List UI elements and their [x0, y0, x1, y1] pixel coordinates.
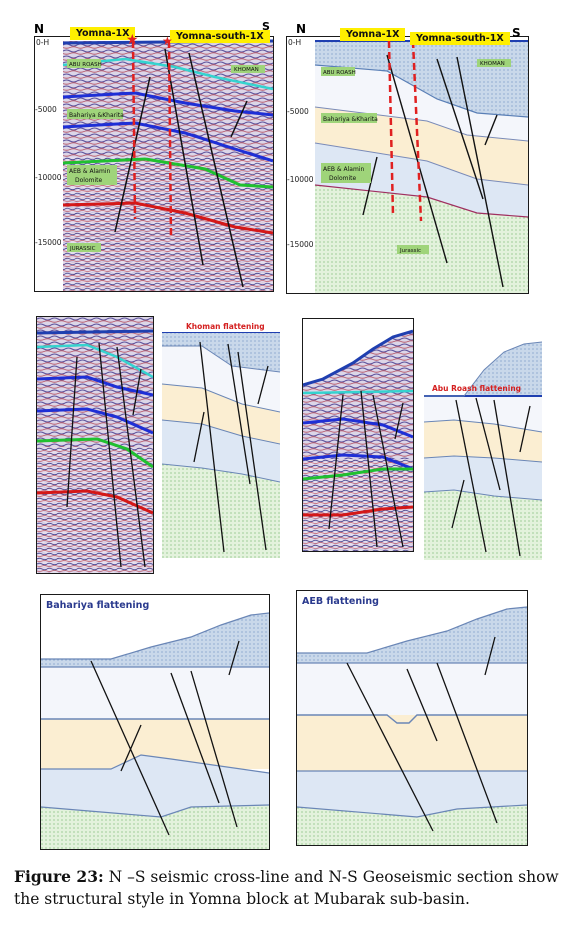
well-tag-yomna-south-1x: Yomna-south-1X: [170, 30, 270, 43]
depth-tick-3: -15000: [287, 240, 314, 249]
flattened-section: [297, 591, 527, 845]
seismic-image: [37, 317, 153, 573]
bahariya-flattening-title: Bahariya flattening: [46, 600, 150, 611]
well-trace-yomna-1x: [131, 40, 137, 220]
seismic-section-mid-right: [302, 318, 414, 552]
label-aeb-line2: Dolomite: [75, 177, 102, 184]
well-tag-yomna-1x: Yomna-1X: [70, 27, 136, 40]
well-trace-yomna-south-1x: [411, 40, 423, 222]
depth-axis: 0-H -5000 -10000 -15000: [35, 38, 62, 247]
depth-tick-1: -5000: [35, 105, 57, 114]
well-star-icon-2: ★: [162, 34, 173, 48]
seismic-image: 0-H -5000 -10000 -15000 ABU ROASH Bahari…: [35, 37, 273, 291]
well-tag-yomna-1x: Yomna-1X: [340, 28, 406, 41]
depth-tick-2: -10000: [287, 175, 314, 184]
figure-caption-prefix: Figure 23:: [14, 867, 104, 886]
geoseismic-abu-roash-flattening: [424, 340, 542, 560]
south-label-top-right: S: [512, 26, 521, 40]
south-label-top-left: S: [262, 20, 270, 33]
geoseismic-image: 0-H -5000 -10000 -15000 ABU ROASH Bahari…: [287, 37, 528, 293]
depth-tick-0: 0-H: [36, 38, 49, 47]
label-abu-roash: ABU ROASH: [69, 62, 102, 68]
bahariya-flattening-panel: [40, 594, 270, 850]
label-aeb-line2: Dolomite: [329, 175, 356, 182]
depth-tick-2: -10000: [35, 173, 62, 182]
khoman-flattening-label: Khoman flattening: [186, 322, 265, 331]
depth-tick-0: 0-H: [288, 38, 301, 47]
label-jurassic: JURASSIC: [69, 246, 96, 252]
label-khoman: KHOMAN: [480, 61, 505, 67]
well-tag-yomna-south-1x: Yomna-south-1X: [410, 32, 510, 45]
geoseismic-section-top-right: 0-H -5000 -10000 -15000 ABU ROASH Bahari…: [286, 36, 529, 294]
aeb-flattening-title: AEB flattening: [302, 596, 379, 607]
flattened-section: [162, 332, 280, 558]
seismic-section-top-left: 0-H -5000 -10000 -15000 ABU ROASH Bahari…: [34, 36, 274, 292]
label-jurassic: Jurassic: [399, 248, 421, 254]
depth-tick-3: -15000: [35, 238, 62, 247]
label-bahariya: Bahariya &Kharita: [323, 116, 378, 123]
flattened-section: [424, 341, 542, 560]
label-aeb: AEB & Alamin: [69, 168, 110, 175]
label-abu-roash: ABU ROASH: [323, 70, 356, 76]
label-aeb: AEB & Alamin: [323, 166, 364, 173]
flattened-section: [41, 595, 269, 849]
north-label-top-left: N: [34, 22, 45, 36]
geoseismic-khoman-flattening: [162, 332, 280, 558]
well-star-icon: ★: [126, 32, 139, 48]
figure-caption-text: N –S seismic cross-line and N-S Geoseism…: [14, 868, 559, 908]
aeb-flattening-panel: [296, 590, 528, 846]
label-khoman: KHOMAN: [234, 67, 259, 73]
north-label-top-right: N: [296, 22, 307, 36]
figure-caption: Figure 23: N –S seismic cross-line and N…: [14, 866, 559, 910]
well-trace-yomna-1x: [387, 40, 395, 216]
abu-roash-flattening-label: Abu Roash flattening: [432, 384, 522, 393]
depth-tick-1: -5000: [287, 107, 309, 116]
seismic-image: [303, 319, 413, 551]
seismic-section-mid-left: [36, 316, 154, 574]
label-bahariya: Bahariya &Kharita: [69, 112, 124, 119]
